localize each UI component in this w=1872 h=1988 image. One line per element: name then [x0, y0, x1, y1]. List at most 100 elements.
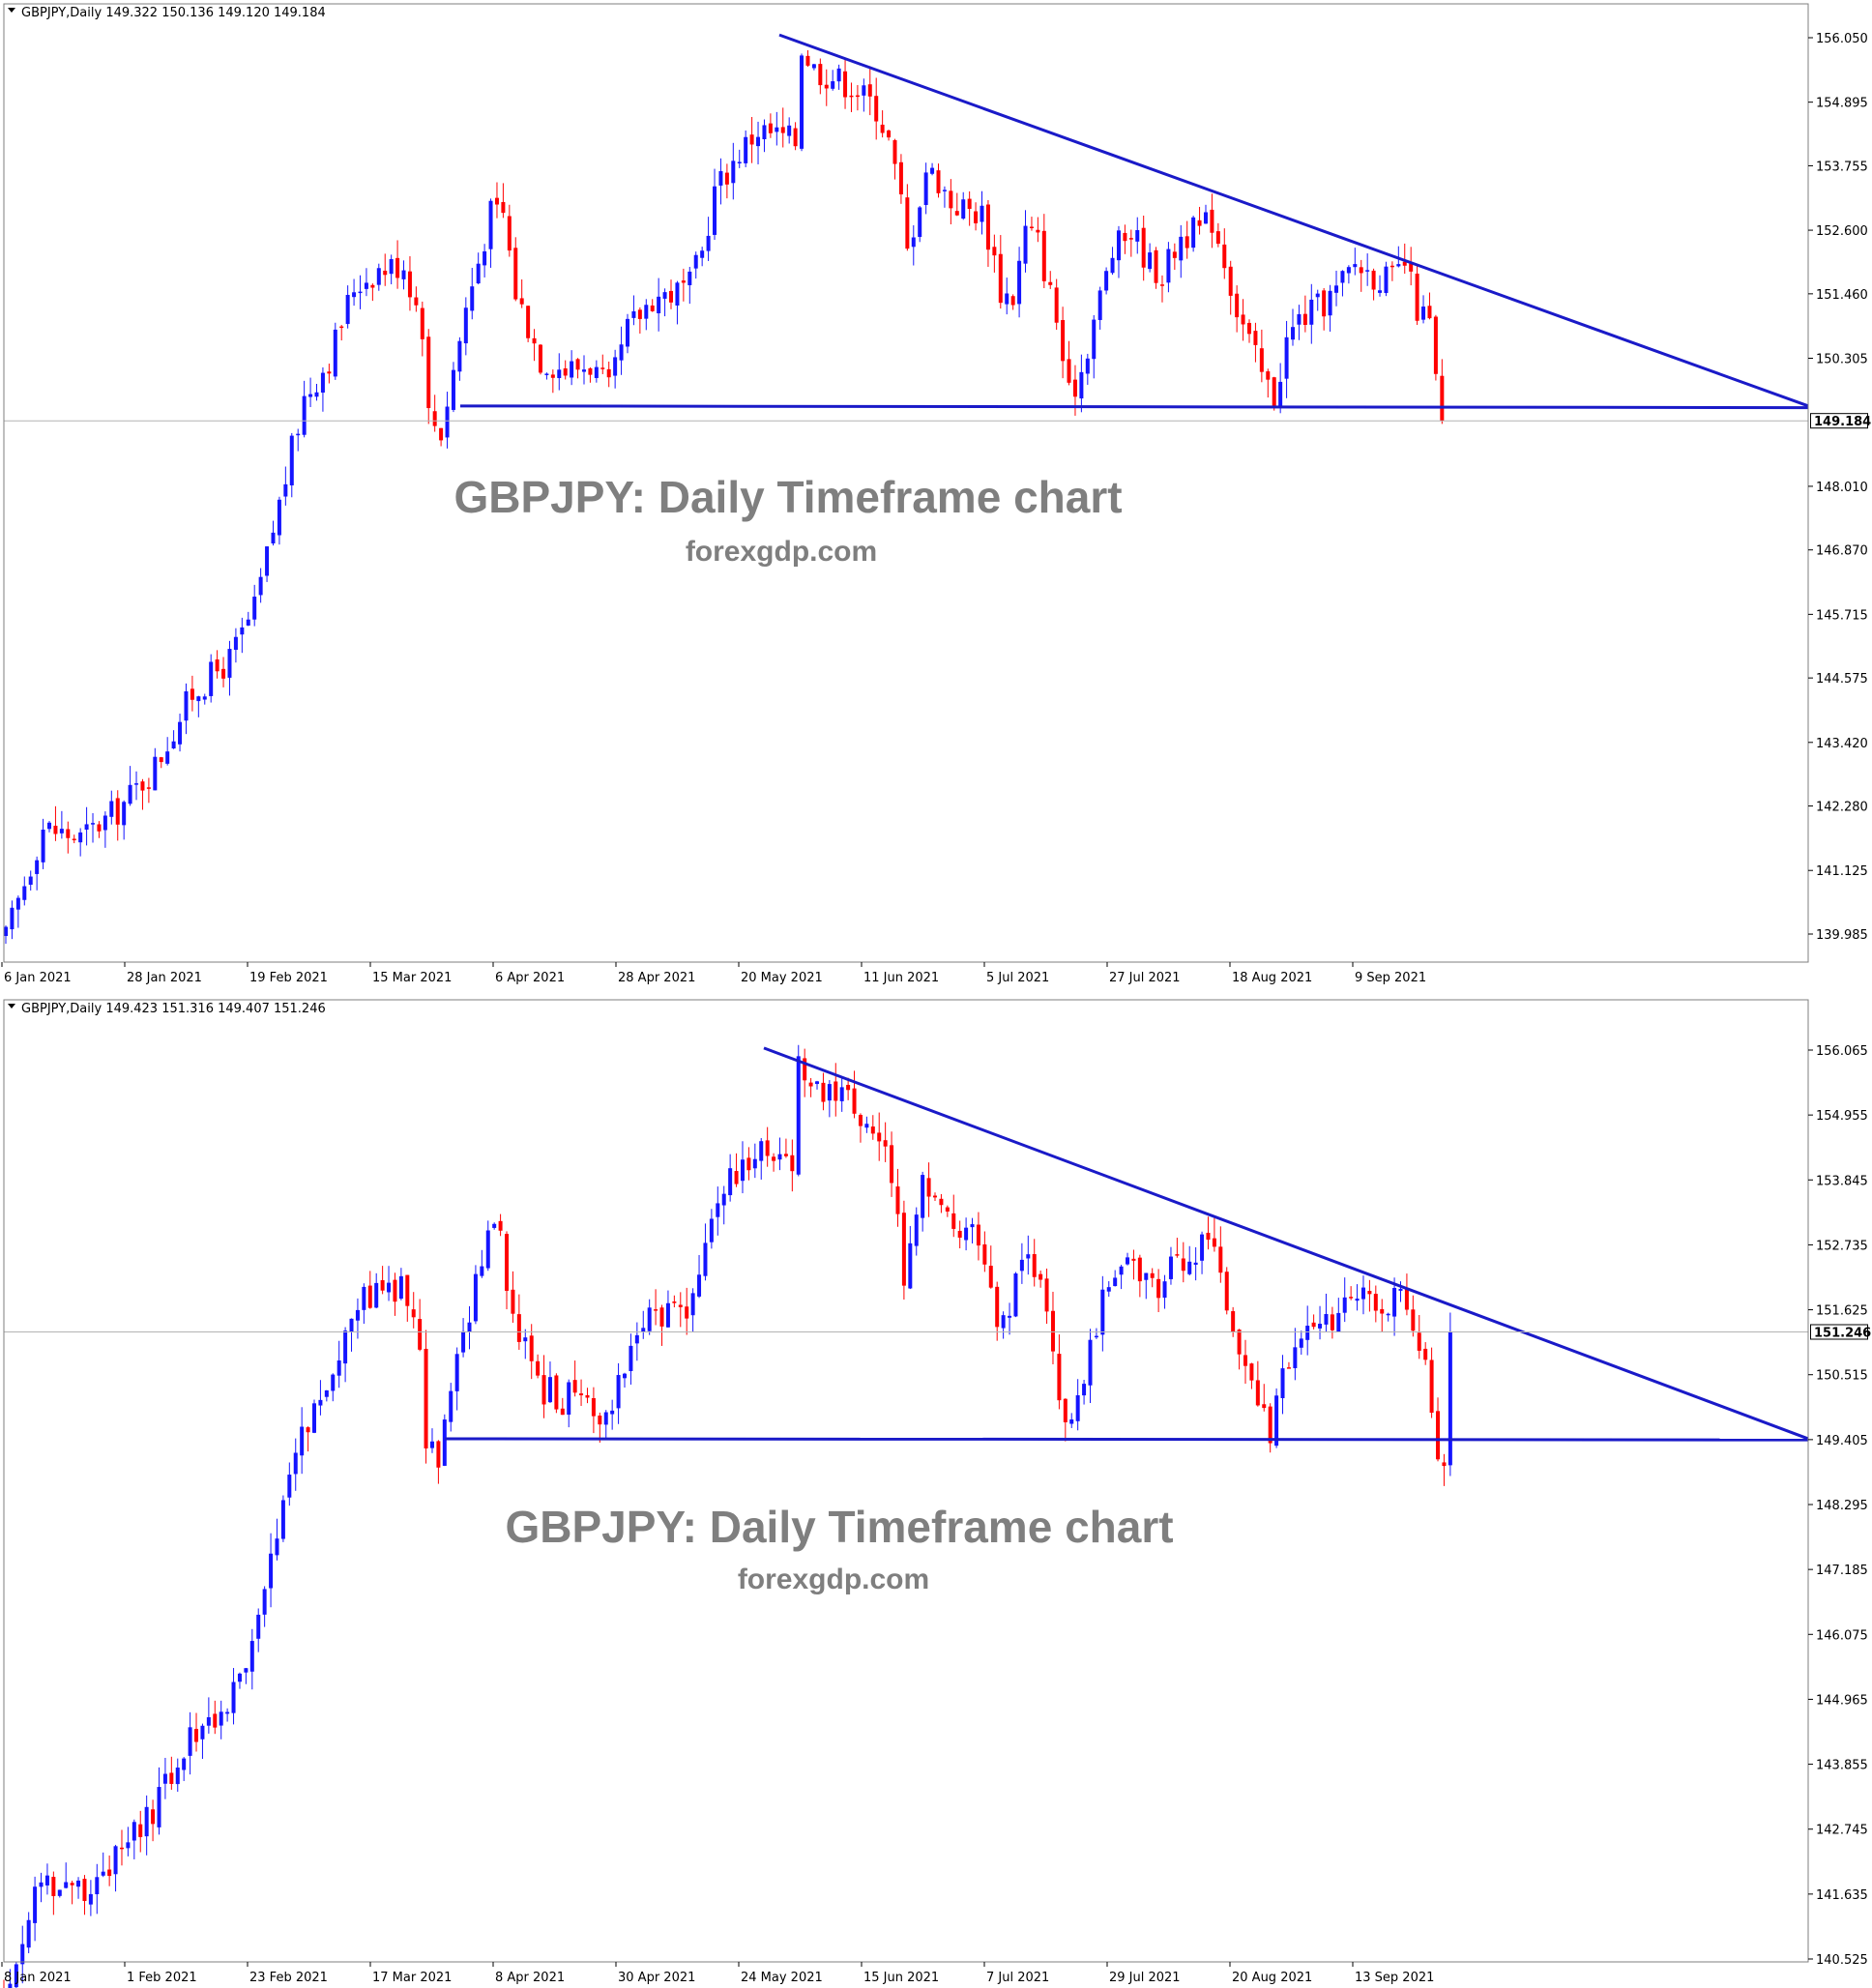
- x-tick-label: 1 Feb 2021: [127, 1971, 197, 1985]
- y-tick-label: 139.985: [1816, 928, 1868, 943]
- candle: [424, 1330, 428, 1464]
- candle: [358, 275, 363, 309]
- candle: [436, 1440, 441, 1484]
- candle: [306, 1426, 310, 1452]
- collapse-triangle-icon[interactable]: [8, 1004, 15, 1009]
- candle: [175, 1758, 180, 1793]
- candle: [1100, 1275, 1105, 1352]
- candle: [312, 1399, 316, 1434]
- candle: [225, 1708, 230, 1722]
- candle: [1137, 1254, 1142, 1298]
- candle: [591, 1387, 596, 1434]
- candle: [1023, 210, 1028, 273]
- candle: [1311, 1314, 1316, 1330]
- x-tick-label: 24 May 2021: [741, 1971, 823, 1985]
- candle: [269, 1533, 274, 1608]
- candle: [190, 675, 194, 712]
- candle: [998, 235, 1003, 309]
- y-tick-label: 156.065: [1816, 1044, 1868, 1059]
- candle: [200, 1723, 205, 1760]
- candle: [1284, 320, 1289, 398]
- candle: [1168, 1246, 1173, 1285]
- y-tick-label: 153.755: [1816, 160, 1868, 174]
- candle: [28, 870, 33, 892]
- candle: [505, 1231, 510, 1310]
- candle: [262, 1586, 267, 1627]
- candle: [718, 158, 723, 205]
- candle: [731, 142, 736, 200]
- candle: [1185, 220, 1189, 259]
- y-tick-label: 143.420: [1816, 737, 1868, 751]
- candle: [1061, 307, 1066, 379]
- candle: [1297, 305, 1302, 340]
- candle: [53, 805, 58, 841]
- candle: [519, 278, 524, 308]
- candle: [1433, 314, 1438, 381]
- collapse-triangle-icon[interactable]: [8, 8, 15, 13]
- candle: [333, 322, 337, 380]
- candle: [613, 349, 618, 389]
- x-tick-label: 15 Jun 2021: [863, 1971, 939, 1985]
- candle: [339, 325, 344, 341]
- candle: [1019, 1242, 1024, 1284]
- candle: [821, 1072, 826, 1111]
- candle: [724, 163, 729, 199]
- candle: [343, 1327, 348, 1383]
- candle: [64, 1862, 69, 1889]
- candle: [560, 1397, 565, 1416]
- candle: [215, 650, 219, 679]
- candle: [1159, 275, 1164, 303]
- current-price-label-bottom: 151.246: [1814, 1326, 1871, 1340]
- candle: [280, 1495, 285, 1542]
- candle: [442, 1414, 447, 1467]
- candle: [134, 771, 139, 801]
- candle: [1181, 1242, 1185, 1283]
- candle: [1067, 340, 1071, 386]
- candle: [1215, 222, 1220, 248]
- candle: [665, 1290, 670, 1329]
- candle: [1409, 247, 1414, 286]
- candle: [641, 1310, 646, 1339]
- candle: [1340, 270, 1345, 297]
- candle: [846, 1077, 851, 1100]
- candle: [908, 1225, 913, 1290]
- candle: [107, 1855, 112, 1886]
- candle: [10, 900, 15, 940]
- candle: [567, 1379, 571, 1428]
- candle: [1324, 1293, 1329, 1332]
- candle: [790, 1139, 795, 1192]
- candle: [1305, 1305, 1310, 1356]
- candle: [808, 1077, 813, 1097]
- candle: [985, 199, 990, 267]
- watermark-subtitle-top: forexgdp.com: [686, 536, 877, 568]
- candle: [1210, 193, 1214, 248]
- candle: [728, 1154, 733, 1202]
- candle: [432, 395, 437, 432]
- candle: [644, 299, 649, 331]
- candle: [1162, 1274, 1167, 1309]
- candle: [1119, 1265, 1124, 1290]
- candle: [1442, 1453, 1447, 1486]
- candle: [1200, 1231, 1205, 1274]
- candle: [629, 1333, 633, 1385]
- price-tag-top: 149.184: [1810, 413, 1871, 429]
- y-tick-label: 142.280: [1816, 801, 1868, 815]
- candle: [401, 260, 406, 290]
- x-tick-label: 20 Aug 2021: [1232, 1971, 1312, 1985]
- candle: [439, 427, 444, 447]
- candle: [880, 110, 885, 138]
- candle: [287, 1462, 292, 1506]
- candle: [78, 828, 83, 857]
- candle: [1172, 243, 1177, 271]
- candle: [921, 1171, 925, 1232]
- y-tick-label: 154.895: [1816, 97, 1868, 111]
- watermark-title-top: GBPJPY: Daily Timeframe chart: [453, 472, 1122, 522]
- y-tick-label: 142.745: [1816, 1824, 1868, 1838]
- candle: [252, 584, 257, 627]
- y-tick-label: 140.525: [1816, 1953, 1868, 1968]
- candle: [480, 1249, 484, 1278]
- candle: [874, 77, 879, 140]
- candle: [277, 496, 281, 545]
- x-tick-label: 27 Jul 2021: [1109, 971, 1181, 985]
- candle: [746, 1147, 751, 1181]
